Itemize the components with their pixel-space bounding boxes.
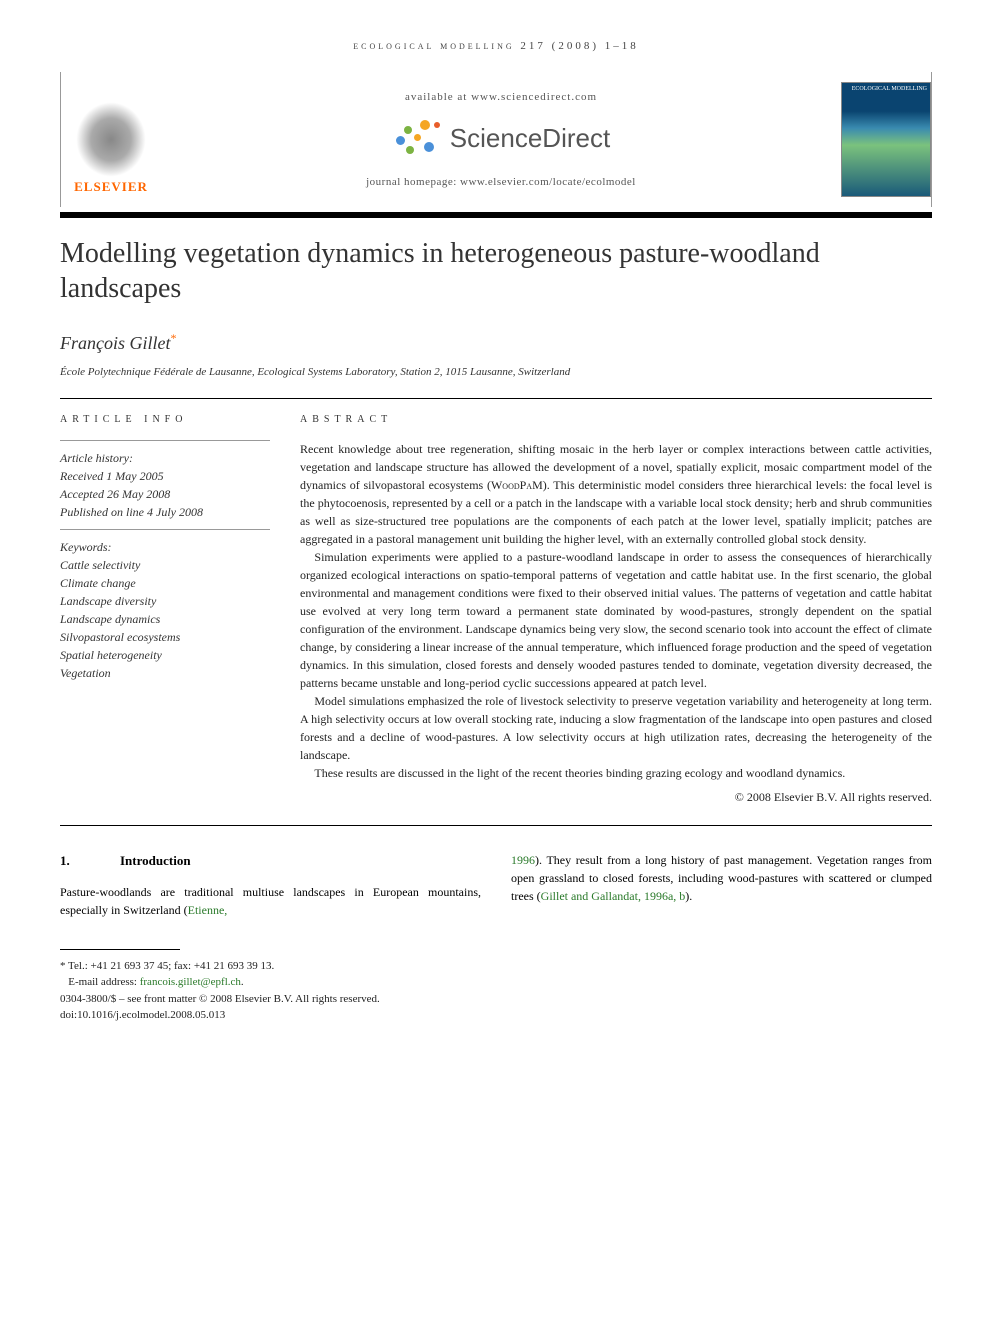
sciencedirect-text: ScienceDirect [450, 123, 610, 154]
body-columns: 1.Introduction Pasture-woodlands are tra… [60, 851, 932, 919]
corresponding-marker: * [171, 331, 177, 345]
body-col-right: 1996). They result from a long history o… [511, 851, 932, 919]
keyword-item: Climate change [60, 574, 270, 592]
abstract-p4: These results are discussed in the light… [300, 764, 932, 782]
history-accepted: Accepted 26 May 2008 [60, 485, 270, 503]
article-info-label: ARTICLE INFO [60, 414, 270, 425]
elsevier-label: ELSEVIER [74, 179, 148, 195]
elsevier-logo: ELSEVIER [61, 85, 161, 195]
citation-link[interactable]: Gillet and Gallandat, 1996a, b [541, 889, 686, 903]
section-title: Introduction [120, 853, 191, 868]
history-received: Received 1 May 2005 [60, 467, 270, 485]
article-title: Modelling vegetation dynamics in heterog… [60, 236, 932, 306]
section-number: 1. [60, 851, 120, 871]
elsevier-tree-icon [76, 102, 146, 177]
abstract-text: Recent knowledge about tree regeneration… [300, 440, 932, 782]
sciencedirect-block: available at www.sciencedirect.com Scien… [161, 91, 841, 188]
abstract-label: ABSTRACT [300, 414, 932, 425]
journal-homepage-text: journal homepage: www.elsevier.com/locat… [161, 176, 841, 188]
issn-line: 0304-3800/$ – see front matter © 2008 El… [60, 991, 932, 1008]
email-link[interactable]: francois.gillet@epfl.ch [140, 976, 241, 988]
keyword-item: Landscape diversity [60, 592, 270, 610]
publisher-banner: ELSEVIER available at www.sciencedirect.… [60, 72, 932, 207]
keyword-item: Silvopastoral ecosystems [60, 628, 270, 646]
corr-author-footnote: * Tel.: +41 21 693 37 45; fax: +41 21 69… [60, 958, 932, 975]
intro-heading: 1.Introduction [60, 851, 481, 871]
abstract-p1: Recent knowledge about tree regeneration… [300, 440, 932, 548]
keywords-label: Keywords: [60, 538, 270, 556]
article-history-block: Article history: Received 1 May 2005 Acc… [60, 440, 270, 682]
intro-text-left: Pasture-woodlands are traditional multiu… [60, 883, 481, 919]
sciencedirect-logo: ScienceDirect [161, 118, 841, 158]
history-label: Article history: [60, 449, 270, 467]
copyright-line: © 2008 Elsevier B.V. All rights reserved… [300, 790, 932, 805]
keyword-item: Vegetation [60, 664, 270, 682]
body-col-left: 1.Introduction Pasture-woodlands are tra… [60, 851, 481, 919]
footnotes: * Tel.: +41 21 693 37 45; fax: +41 21 69… [60, 958, 932, 1024]
keyword-item: Cattle selectivity [60, 556, 270, 574]
keywords-list: Cattle selectivityClimate changeLandscap… [60, 556, 270, 682]
author-name: François Gillet* [60, 331, 932, 354]
divider [60, 398, 932, 399]
affiliation: École Polytechnique Fédérale de Lausanne… [60, 366, 932, 378]
section-divider [60, 825, 932, 826]
cover-title: ECOLOGICAL MODELLING [852, 86, 927, 93]
keyword-item: Landscape dynamics [60, 610, 270, 628]
author-text: François Gillet [60, 333, 171, 353]
abstract-p2: Simulation experiments were applied to a… [300, 548, 932, 692]
citation-link[interactable]: Etienne, [188, 903, 228, 917]
history-published: Published on line 4 July 2008 [60, 503, 270, 521]
journal-cover-thumbnail: ECOLOGICAL MODELLING [841, 82, 931, 197]
citation-link[interactable]: 1996 [511, 853, 535, 867]
abstract-column: ABSTRACT Recent knowledge about tree reg… [300, 414, 932, 805]
abstract-p3: Model simulations emphasized the role of… [300, 692, 932, 764]
doi-line: doi:10.1016/j.ecolmodel.2008.05.013 [60, 1007, 932, 1024]
keyword-item: Spatial heterogeneity [60, 646, 270, 664]
info-abstract-row: ARTICLE INFO Article history: Received 1… [60, 414, 932, 805]
footnote-rule [60, 949, 180, 950]
title-rule [60, 212, 932, 218]
available-at-text: available at www.sciencedirect.com [161, 91, 841, 103]
article-info-column: ARTICLE INFO Article history: Received 1… [60, 414, 270, 805]
email-footnote: E-mail address: francois.gillet@epfl.ch. [60, 974, 932, 991]
intro-text-right: 1996). They result from a long history o… [511, 851, 932, 905]
sciencedirect-swirl-icon [392, 118, 442, 158]
journal-running-header: ecological modelling 217 (2008) 1–18 [60, 40, 932, 52]
